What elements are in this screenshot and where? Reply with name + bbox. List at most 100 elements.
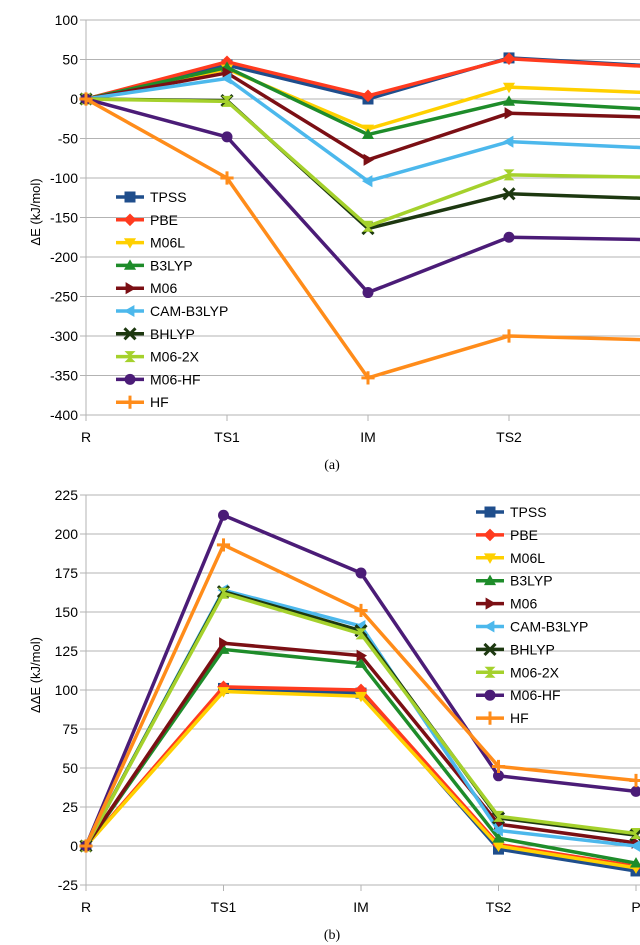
chart-a-caption: (a) xyxy=(324,458,340,473)
chart-b-legend-marker-cam-b3lyp xyxy=(483,620,495,633)
chart-b-y-tick-label: 75 xyxy=(62,721,78,737)
chart-b-point-m06-2x xyxy=(630,828,640,840)
chart-b-x-tick-label-r: R xyxy=(81,899,91,915)
chart-a-point-bhlyp xyxy=(502,187,516,201)
chart-a-legend-item-m06-2x: M06-2X xyxy=(116,349,200,365)
chart-b-legend-item-m06: M06 xyxy=(476,596,537,612)
chart-a-legend-marker-b3lyp xyxy=(123,259,137,270)
chart-a-point-m06-hf xyxy=(221,131,233,143)
chart-b-legend-marker-m06 xyxy=(485,597,497,610)
chart-a-y-tick-label: -300 xyxy=(50,328,78,344)
chart-b-legend-label-pbe: PBE xyxy=(510,527,538,543)
chart-b-legend-label-cam-b3lyp: CAM-B3LYP xyxy=(510,619,588,635)
chart-b-x-tick-label-ts2: TS2 xyxy=(486,899,512,915)
chart-b-x-tick-label-im: IM xyxy=(353,899,369,915)
chart-a-y-tick-label: -100 xyxy=(50,170,78,186)
chart-b-point-m06 xyxy=(356,649,368,662)
chart-a-legend-item-b3lyp: B3LYP xyxy=(116,257,193,273)
chart-b-y-tick-label: 50 xyxy=(62,760,78,776)
chart-b-gridlines xyxy=(86,494,640,886)
chart-a-line-m06-2x xyxy=(85,97,640,228)
chart-b-x-tick-label-ts1: TS1 xyxy=(211,899,237,915)
chart-b-point-b3lyp xyxy=(354,657,368,668)
chart-a-point-pbe xyxy=(361,89,375,103)
chart-b-y-tick-label: 25 xyxy=(62,799,78,815)
chart-a-y-tick-label: -50 xyxy=(58,131,78,147)
chart-a-legend-marker-m06-2x xyxy=(124,351,136,363)
chart-b: 225 200 175 150 125 100 75 50 25 0 -25R TS1 IM TS2 P T… xyxy=(28,487,640,943)
chart-b-line-tpss xyxy=(84,686,637,873)
chart-a-legend-item-m06l: M06L xyxy=(116,235,185,251)
chart-b-caption: (b) xyxy=(324,928,341,943)
chart-a-point-m06-hf xyxy=(503,231,515,243)
chart-b-point-m06l xyxy=(492,841,505,853)
chart-a-series-m06-hf xyxy=(80,93,640,299)
chart-a-point-cam-b3lyp xyxy=(361,175,373,188)
chart-a-legend-marker-bhlyp xyxy=(123,327,137,341)
chart-a-point-hf xyxy=(361,371,375,385)
chart-b-legend-item-pbe: PBE xyxy=(476,527,538,543)
chart-a-legend-item-cam-b3lyp: CAM-B3LYP xyxy=(116,303,228,319)
chart-a-series xyxy=(79,52,640,385)
chart-b-axes: 225 200 175 150 125 100 75 50 25 0 -25R TS1 IM TS2 P xyxy=(55,487,640,915)
chart-b-legend-label-hf: HF xyxy=(510,710,529,726)
chart-b-legend-label-m06-2x: M06-2X xyxy=(510,664,560,680)
chart-a-legend-label-b3lyp: B3LYP xyxy=(150,257,193,273)
chart-a-legend-item-tpss: TPSS xyxy=(116,189,187,205)
chart-b-point-m06l xyxy=(354,691,368,703)
chart-b-point-hf xyxy=(629,773,640,788)
chart-b-point-b3lyp xyxy=(629,857,640,868)
chart-a-point-m06 xyxy=(363,153,375,166)
chart-a-point-m06-2x xyxy=(503,169,515,181)
chart-b-legend-label-b3lyp: B3LYP xyxy=(510,573,553,589)
chart-b-y-tick-label: 150 xyxy=(55,604,79,620)
chart-a-point-cam-b3lyp xyxy=(502,135,514,148)
chart-b-legend: TPSS PBE M06L B3LYP M06 CAM-B3LYP BHLYP M06-2X M… xyxy=(476,504,588,726)
chart-a-y-tick-label: 100 xyxy=(55,12,79,28)
chart-a-point-hf xyxy=(502,329,516,343)
chart-a-legend-item-bhlyp: BHLYP xyxy=(116,326,195,342)
chart-a-legend-label-pbe: PBE xyxy=(150,212,178,228)
chart-b-legend-item-bhlyp: BHLYP xyxy=(476,641,555,657)
chart-b-point-m06-2x xyxy=(355,628,367,640)
chart-b-line-m06l xyxy=(84,689,637,870)
chart-b-y-tick-label: 200 xyxy=(55,526,79,542)
chart-b-series-b3lyp xyxy=(79,643,640,868)
chart-b-legend-item-b3lyp: B3LYP xyxy=(476,573,553,589)
chart-b-legend-marker-m06-hf xyxy=(484,689,496,701)
chart-b-legend-item-cam-b3lyp: CAM-B3LYP xyxy=(476,619,588,635)
chart-a-y-tick-label: 50 xyxy=(62,52,78,68)
chart-a-x-tick-label-ts2: TS2 xyxy=(496,429,522,445)
chart-a-x-tick-label-r: R xyxy=(81,429,91,445)
chart-a-legend-label-m06-2x: M06-2X xyxy=(150,349,200,365)
chart-b-y-tick-label: -25 xyxy=(58,877,78,893)
chart-a-point-b3lyp xyxy=(502,95,516,106)
chart-a-legend-marker-m06l xyxy=(123,238,137,249)
chart-a-legend-label-m06: M06 xyxy=(150,280,177,296)
chart-a-legend-label-m06-hf: M06-HF xyxy=(150,371,201,387)
chart-b-line-pbe xyxy=(84,685,637,869)
chart-b-legend-marker-m06l xyxy=(483,553,497,564)
chart-b-series-m06-hf xyxy=(80,509,640,852)
chart-a-y-tick-label: -250 xyxy=(50,289,78,305)
chart-b-y-tick-label: 125 xyxy=(55,643,79,659)
chart-b-series-pbe xyxy=(79,680,640,873)
chart-b-legend-label-m06-hf: M06-HF xyxy=(510,687,561,703)
chart-b-legend-marker-tpss xyxy=(484,506,496,518)
chart-b-legend-marker-b3lyp xyxy=(483,574,497,586)
chart-a-legend-label-tpss: TPSS xyxy=(150,189,187,205)
chart-a-point-m06 xyxy=(222,66,234,79)
chart-a-legend-marker-m06-hf xyxy=(124,373,136,385)
chart-a-legend-label-m06l: M06L xyxy=(150,235,185,251)
chart-b-point-hf xyxy=(354,603,368,618)
chart-a-point-m06-hf xyxy=(362,287,374,299)
chart-a-y-tick-label: -350 xyxy=(50,368,78,384)
chart-b-point-m06-hf xyxy=(630,785,640,797)
chart-b-point-m06 xyxy=(219,637,230,650)
chart-a-legend-item-pbe: PBE xyxy=(116,212,178,228)
chart-b-legend-marker-bhlyp xyxy=(483,642,497,656)
chart-a-point-b3lyp xyxy=(361,128,375,139)
chart-a-legend-label-bhlyp: BHLYP xyxy=(150,326,195,342)
